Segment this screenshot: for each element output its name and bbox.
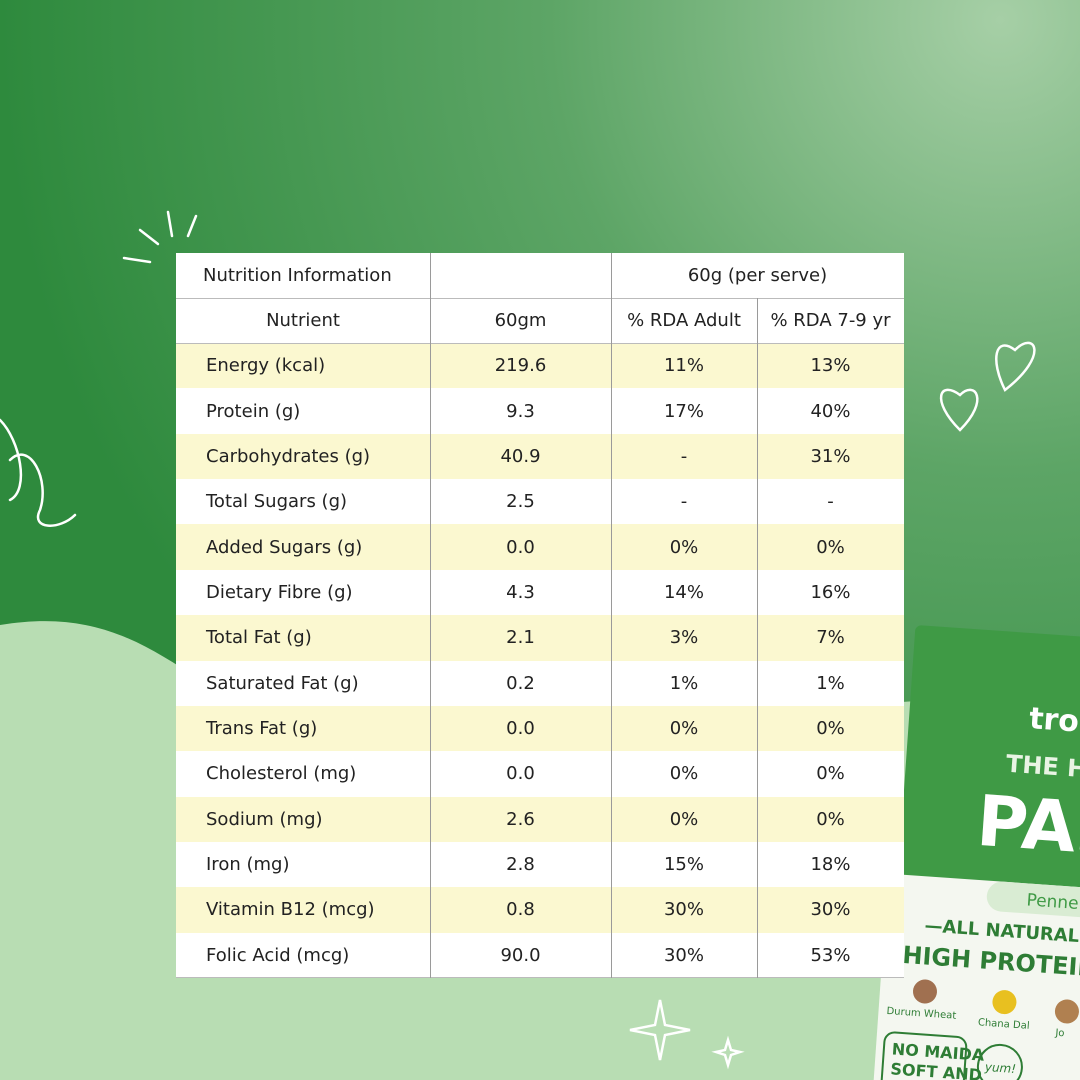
nutrient-name: Cholesterol (mg)	[206, 763, 357, 785]
column-header: 60gm	[494, 310, 547, 331]
row-divider	[176, 343, 904, 344]
table-title: Nutrition Information	[203, 265, 392, 286]
nutrient-name: Energy (kcal)	[206, 355, 326, 377]
nutrient-value: 90.0	[500, 944, 541, 966]
column-header: % RDA 7-9 yr	[770, 310, 891, 331]
ingredient: Durum Wheat	[886, 1006, 957, 1022]
nutrient-name: Dietary Fibre (g)	[206, 581, 353, 603]
row-divider	[176, 298, 904, 299]
nutrient-value: 30%	[663, 944, 704, 966]
brand: troo	[1028, 701, 1080, 741]
nutrient-value: 2.8	[506, 854, 535, 876]
serving-size: 60g (per serve)	[687, 265, 828, 286]
row-highlight	[176, 796, 904, 842]
nutrient-value: 2.6	[506, 808, 535, 830]
column-divider	[757, 298, 758, 978]
nutrient-value: 30%	[810, 899, 851, 921]
nutrient-value: 14%	[663, 581, 704, 603]
nutrient-value: 40%	[810, 400, 851, 422]
nutrient-value: 1%	[669, 672, 699, 694]
nutrient-value: 31%	[810, 445, 851, 467]
nutrient-value: 30%	[663, 899, 704, 921]
nutrient-value: -	[680, 445, 688, 467]
nutrient-value: 3%	[669, 627, 699, 649]
nutrient-value: 17%	[663, 400, 704, 422]
nutrient-value: 0.0	[506, 536, 535, 558]
row-highlight	[176, 433, 904, 480]
nutrient-value: 0.2	[506, 672, 535, 694]
nutrient-value: 0.0	[506, 763, 535, 785]
nutrient-value: 40.9	[500, 445, 541, 467]
ingredient: Jo	[1054, 1028, 1065, 1040]
nutrient-value: 1%	[816, 672, 845, 694]
nutrient-value: 219.6	[494, 355, 547, 377]
nutrient-name: Total Sugars (g)	[206, 491, 348, 513]
column-header: % RDA Adult	[627, 310, 741, 331]
column-header: Nutrient	[266, 310, 340, 331]
nutrient-value: 0%	[816, 718, 845, 740]
row-divider	[176, 977, 904, 978]
product-name: PAS	[974, 780, 1080, 872]
badge-sub: SOFT AND	[890, 1059, 983, 1080]
nutrient-value: 0.0	[506, 718, 535, 740]
column-divider	[430, 253, 431, 978]
nutrient-value: -	[827, 491, 834, 513]
row-highlight	[176, 615, 904, 661]
nutrition-table: Nutrition Information 60g (per serve) Nutr…	[176, 253, 904, 978]
row-highlight	[176, 887, 904, 933]
sticker: yum!	[983, 1060, 1016, 1076]
variant: Penne	[1026, 890, 1079, 914]
nutrient-value: 7%	[816, 627, 845, 649]
nutrient-name: Trans Fat (g)	[206, 718, 318, 740]
nutrient-value: 0.8	[506, 899, 535, 921]
nutrient-value: 0%	[669, 808, 699, 830]
nutrient-name: Folic Acid (mcg)	[206, 944, 350, 966]
nutrient-value: 16%	[810, 581, 851, 603]
nutrient-value: 0%	[669, 718, 699, 740]
row-highlight	[176, 524, 904, 570]
nutrient-name: Carbohydrates (g)	[206, 445, 371, 467]
row-highlight	[176, 705, 904, 752]
nutrient-value: 15%	[663, 854, 704, 876]
nutrient-value: 9.3	[506, 400, 535, 422]
nutrient-name: Total Fat (g)	[206, 627, 312, 649]
nutrient-value: 13%	[810, 355, 851, 377]
nutrient-name: Saturated Fat (g)	[206, 672, 359, 694]
nutrient-name: Sodium (mg)	[206, 808, 323, 830]
nutrient-value: 2.1	[506, 627, 535, 649]
ingredient: Chana Dal	[978, 1017, 1030, 1032]
nutrient-value: 0%	[669, 536, 699, 558]
nutrient-name: Vitamin B12 (mcg)	[206, 899, 375, 921]
nutrient-name: Added Sugars (g)	[206, 536, 363, 558]
nutrient-value: -	[680, 491, 688, 513]
nutrient-value: 0%	[669, 763, 699, 785]
nutrient-value: 0%	[816, 536, 845, 558]
nutrient-value: 18%	[810, 854, 851, 876]
row-highlight	[176, 343, 904, 389]
nutrient-value: 2.5	[506, 491, 535, 513]
nutrient-value: 0%	[816, 808, 845, 830]
nutrient-value: 11%	[663, 355, 704, 377]
nutrient-value: 0%	[816, 763, 845, 785]
nutrient-value: 53%	[810, 944, 851, 966]
column-divider	[611, 253, 612, 978]
nutrient-name: Protein (g)	[206, 400, 301, 422]
nutrient-name: Iron (mg)	[206, 854, 290, 876]
package: troo THE HEA PAS Penne —ALL NATURAL ING …	[872, 625, 1080, 1080]
nutrient-value: 4.3	[506, 581, 535, 603]
